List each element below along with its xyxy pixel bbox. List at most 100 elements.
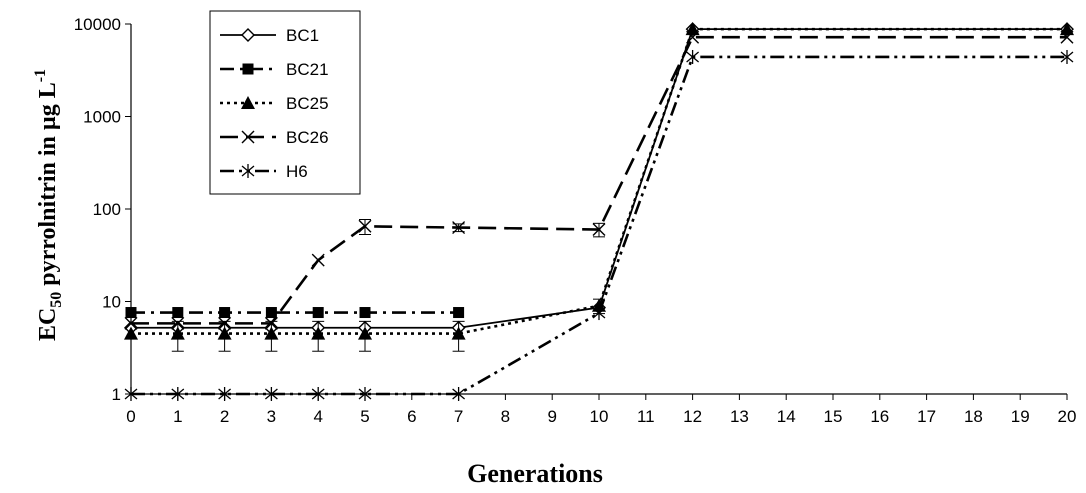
data-point-BC26 — [358, 219, 372, 233]
data-point-H6 — [592, 306, 606, 321]
x-tick-label: 18 — [964, 407, 983, 426]
marker-stroke — [264, 316, 278, 330]
x-tick-label: 15 — [824, 407, 843, 426]
y-axis-title-sup: -1 — [32, 69, 49, 82]
x-tick-label: 0 — [126, 407, 135, 426]
legend-label: BC26 — [286, 128, 329, 147]
y-axis-title-sub: 50 — [48, 292, 65, 308]
x-tick-label: 11 — [637, 407, 655, 426]
y-axis-title-part2: pyrrolnitrin in µg L — [35, 82, 61, 291]
marker-stroke — [171, 316, 185, 330]
data-point-BC25 — [311, 326, 326, 340]
x-tick-label: 4 — [313, 407, 322, 426]
legend-label: BC25 — [286, 94, 329, 113]
x-tick-label: 3 — [267, 407, 276, 426]
data-point-BC21 — [219, 307, 231, 319]
x-tick-label: 13 — [730, 407, 749, 426]
data-point-BC26 — [311, 253, 325, 267]
x-tick-label: 16 — [870, 407, 889, 426]
legend-label: H6 — [286, 162, 308, 181]
legend-marker — [241, 96, 255, 109]
data-point-BC26 — [686, 30, 700, 44]
x-tick-label: 17 — [917, 407, 936, 426]
x-tick-label: 12 — [683, 407, 702, 426]
legend-marker — [242, 63, 254, 75]
data-point-H6 — [264, 387, 278, 401]
data-point-H6 — [686, 49, 700, 64]
data-point-H6 — [1060, 49, 1074, 64]
legend-item-BC1: BC1 — [220, 26, 319, 45]
y-tick-label: 1 — [112, 385, 121, 404]
x-tick-label: 1 — [173, 407, 182, 426]
data-point-H6 — [452, 387, 466, 401]
legend-label: BC21 — [286, 60, 329, 79]
data-point-BC26 — [218, 316, 232, 330]
series-BC26 — [124, 30, 1074, 330]
data-point-BC26 — [452, 221, 466, 235]
x-tick-label: 14 — [777, 407, 796, 426]
data-point-BC25 — [685, 22, 700, 36]
marker-stroke — [124, 316, 138, 330]
x-tick-label: 10 — [590, 407, 609, 426]
data-point-BC25 — [1060, 22, 1074, 36]
legend-box — [209, 10, 361, 195]
series-layer — [124, 22, 1074, 401]
data-point-H6 — [311, 387, 325, 401]
y-tick-label: 1000 — [83, 108, 121, 127]
x-tick-label: 5 — [360, 407, 369, 426]
marker-stroke — [592, 223, 606, 237]
legend-item-BC25: BC25 — [220, 94, 329, 113]
data-point-BC26 — [1060, 30, 1074, 44]
legend-item-BC26: BC26 — [220, 128, 329, 147]
series-H6 — [124, 49, 1074, 401]
legend-item-H6: H6 — [220, 162, 308, 181]
series-BC21 — [125, 307, 465, 319]
series-BC25 — [124, 22, 1074, 352]
data-point-BC21 — [453, 307, 465, 319]
data-point-BC25 — [358, 326, 372, 340]
data-point-BC26 — [592, 223, 606, 237]
data-point-BC21 — [125, 307, 137, 319]
marker-stroke — [218, 316, 232, 330]
series-line-H6 — [131, 55, 1067, 396]
legend-item-BC21: BC21 — [220, 60, 329, 79]
series-line-BC25 — [131, 27, 1067, 335]
legend-marker — [241, 164, 255, 178]
marker-stroke — [1060, 30, 1074, 44]
x-tick-label: 2 — [220, 407, 229, 426]
y-axis-title-part1: EC — [35, 308, 61, 341]
legend: BC1 BC21 BC25 BC26 H6 — [209, 10, 361, 195]
data-point-BC25 — [124, 326, 138, 340]
data-point-BC26 — [264, 316, 278, 330]
data-point-BC25 — [264, 326, 279, 340]
legend-marker — [241, 130, 255, 144]
legend-marker — [241, 28, 255, 42]
data-point-H6 — [218, 387, 232, 401]
x-tick-label: 9 — [547, 407, 556, 426]
x-tick-label: 20 — [1058, 407, 1077, 426]
y-tick-label: 10 — [102, 293, 121, 312]
data-point-BC26 — [171, 316, 185, 330]
data-point-BC26 — [124, 316, 138, 330]
series-line-BC1 — [131, 28, 1067, 329]
marker-stroke — [241, 130, 255, 144]
marker-stroke — [686, 30, 700, 44]
marker-stroke — [452, 221, 466, 235]
data-point-BC21 — [359, 307, 371, 319]
x-tick-label: 8 — [501, 407, 510, 426]
marker-stroke — [358, 219, 372, 233]
marker-stroke — [311, 253, 325, 267]
x-tick-label: 19 — [1011, 407, 1030, 426]
data-point-BC21 — [172, 307, 184, 319]
data-point-BC25 — [451, 326, 466, 340]
y-tick-label: 100 — [93, 200, 121, 219]
data-point-BC25 — [217, 326, 232, 340]
data-point-BC25 — [592, 298, 606, 312]
data-point-H6 — [171, 387, 185, 401]
data-point-BC25 — [170, 326, 185, 340]
x-tick-label: 6 — [407, 407, 416, 426]
y-axis-title: EC50 pyrrolnitrin in µg L-1 — [32, 69, 65, 341]
legend-label: BC1 — [286, 26, 319, 45]
